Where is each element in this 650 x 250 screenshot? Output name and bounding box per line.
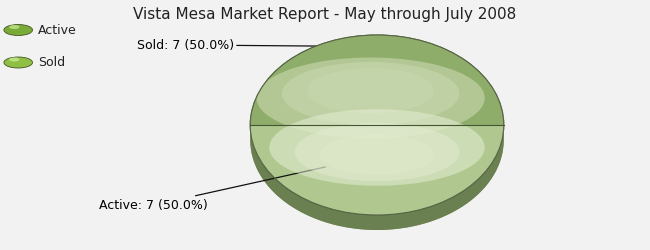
Ellipse shape [269,109,485,186]
Ellipse shape [282,62,460,125]
Ellipse shape [250,50,504,230]
Text: Active: 7 (50.0%): Active: 7 (50.0%) [99,167,326,212]
Circle shape [9,58,20,62]
Circle shape [4,24,32,36]
Polygon shape [250,125,504,230]
Text: Sold: 7 (50.0%): Sold: 7 (50.0%) [137,38,437,52]
Text: Sold: Sold [38,56,65,69]
Polygon shape [250,125,504,215]
Polygon shape [250,35,504,125]
Circle shape [9,25,20,29]
Ellipse shape [320,134,434,175]
Ellipse shape [294,123,460,181]
Circle shape [4,57,32,68]
Ellipse shape [250,35,504,215]
Text: Vista Mesa Market Report - May through July 2008: Vista Mesa Market Report - May through J… [133,8,517,22]
Ellipse shape [307,68,434,113]
Ellipse shape [257,58,485,138]
Text: Active: Active [38,24,77,36]
